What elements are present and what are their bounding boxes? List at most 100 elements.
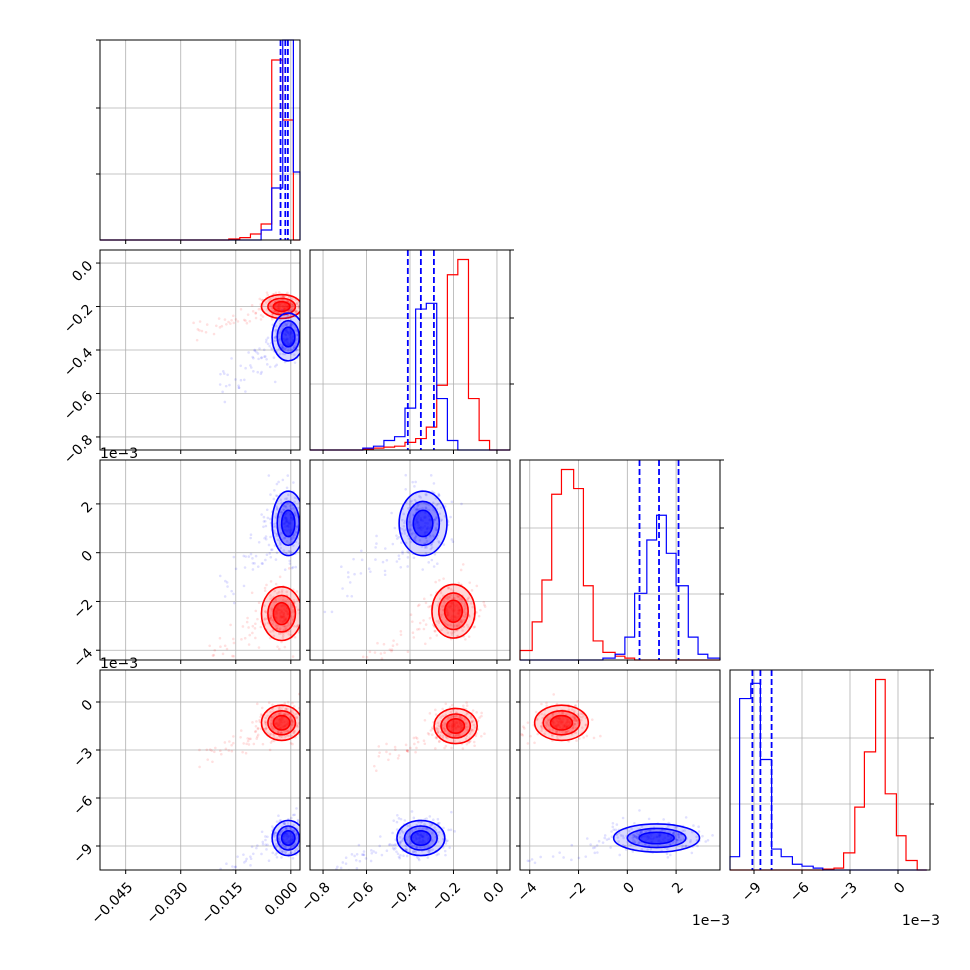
- series-b-point: [292, 813, 295, 817]
- series-a-point: [439, 591, 443, 595]
- series-b-point: [607, 837, 611, 841]
- series-a-point: [465, 742, 469, 746]
- series-b-point: [401, 837, 405, 841]
- series-a-point: [455, 625, 458, 628]
- series-b-point: [442, 543, 446, 546]
- series-b-point: [290, 537, 294, 540]
- series-a-point: [502, 738, 505, 741]
- series-b-point: [285, 323, 288, 326]
- series-b-point: [558, 851, 561, 854]
- series-a-point: [290, 721, 294, 725]
- series-b-point: [260, 370, 263, 374]
- series-a-point: [276, 731, 280, 734]
- series-b-point: [453, 830, 456, 833]
- series-a-point: [265, 726, 268, 729]
- series-a-point: [239, 729, 243, 732]
- series-a-point: [269, 721, 273, 725]
- histogram-series-a: [519, 468, 720, 661]
- series-a-point: [467, 596, 471, 599]
- series-a-point: [461, 563, 465, 566]
- series-b-point: [426, 856, 430, 859]
- series-a-point: [305, 722, 308, 725]
- series-a-point: [274, 310, 277, 314]
- series-a-point: [242, 318, 246, 322]
- series-b-point: [252, 852, 255, 856]
- series-b-point: [284, 845, 288, 849]
- series-b-point: [289, 324, 293, 327]
- series-a-point: [305, 311, 308, 314]
- series-a-point: [314, 622, 317, 625]
- series-b-point: [257, 540, 261, 544]
- series-b-point: [289, 550, 292, 553]
- series-b-point: [429, 824, 432, 828]
- series-b-point: [432, 818, 435, 822]
- series-b-point: [425, 502, 428, 506]
- series-b-point: [414, 480, 417, 484]
- series-b-point: [243, 861, 246, 864]
- series-b-point: [412, 850, 415, 854]
- series-b-point: [222, 871, 225, 874]
- series-a-point: [505, 734, 508, 737]
- series-a-point: [246, 616, 249, 620]
- series-b-point: [419, 846, 423, 850]
- series-a-point: [287, 309, 291, 313]
- series-a-point: [576, 712, 580, 716]
- series-b-point: [418, 845, 421, 849]
- series-b-point: [387, 843, 391, 847]
- series-a-point: [306, 606, 309, 609]
- y-tick-label: −0.6: [61, 388, 96, 423]
- series-a-point: [435, 726, 438, 730]
- series-a-point: [564, 730, 568, 734]
- series-a-point: [291, 297, 294, 301]
- series-b-point: [404, 541, 408, 545]
- series-a-point: [305, 612, 308, 615]
- x-tick-label: −0.045: [88, 879, 136, 927]
- series-a-point: [574, 731, 578, 734]
- series-a-point: [450, 766, 453, 769]
- series-b-point: [280, 345, 284, 349]
- series-a-point: [423, 718, 427, 722]
- series-a-point: [291, 303, 295, 307]
- series-b-point: [413, 485, 416, 488]
- series-a-point: [464, 737, 468, 740]
- series-a-point: [254, 609, 258, 613]
- series-b-point: [282, 324, 285, 328]
- series-b-point: [404, 473, 408, 477]
- series-a-point: [283, 628, 286, 631]
- series-a-point: [290, 718, 293, 721]
- series-a-point: [536, 717, 539, 721]
- series-a-point: [377, 745, 381, 748]
- series-b-point: [273, 489, 276, 492]
- series-b-point: [637, 841, 641, 844]
- series-a-point: [285, 590, 289, 594]
- series-b-point: [291, 565, 295, 569]
- series-a-point: [480, 734, 483, 738]
- series-b-point: [292, 507, 295, 510]
- series-a-point: [460, 620, 463, 624]
- series-b-point: [293, 813, 296, 817]
- series-a-point: [256, 726, 260, 730]
- series-a-point: [545, 704, 548, 708]
- series-b-point: [424, 552, 428, 555]
- series-b-point: [293, 345, 296, 348]
- series-a-point: [523, 727, 526, 730]
- series-a-point: [276, 295, 280, 298]
- series-b-point: [297, 846, 300, 849]
- series-b-point: [414, 851, 418, 854]
- series-b-point: [301, 494, 304, 497]
- series-b-point: [632, 838, 635, 842]
- series-b-point: [293, 533, 296, 537]
- series-a-point: [406, 750, 410, 753]
- series-b-point: [282, 549, 286, 552]
- x-tick-label: −0.8: [298, 879, 333, 914]
- series-a-point: [435, 634, 439, 637]
- series-a-point: [459, 568, 463, 572]
- series-b-point: [577, 856, 581, 860]
- series-b-point: [418, 539, 422, 542]
- series-b-point: [256, 565, 260, 568]
- series-a-point: [210, 749, 213, 752]
- x-tick-label: −0.4: [385, 879, 420, 914]
- series-b-point: [242, 584, 246, 588]
- scatter-group: [208, 474, 317, 660]
- series-a-point: [281, 294, 285, 298]
